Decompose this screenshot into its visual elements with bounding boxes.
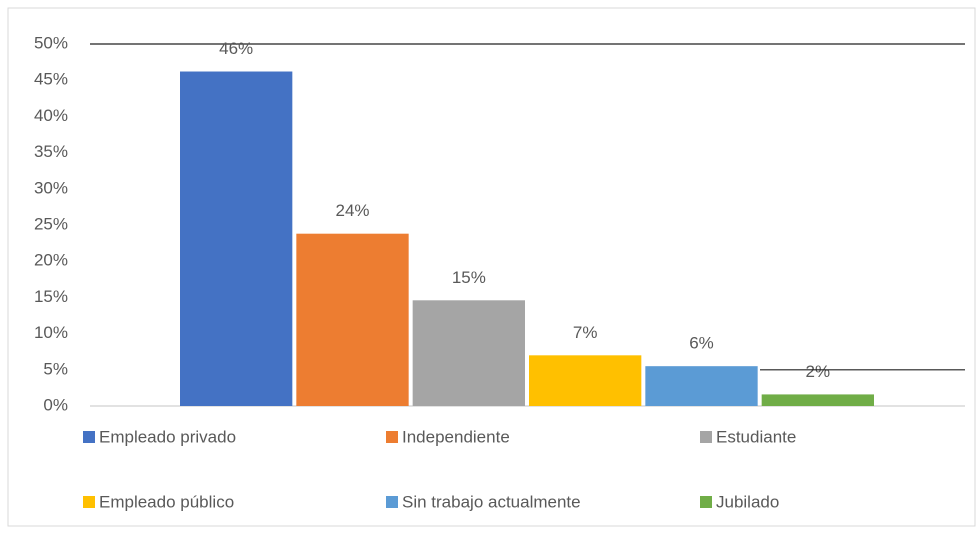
legend-label: Estudiante: [716, 427, 796, 446]
y-tick-label: 25%: [34, 214, 68, 233]
bar: [761, 394, 874, 406]
y-tick-label: 45%: [34, 70, 68, 89]
legend-swatch: [386, 431, 398, 443]
y-tick-label: 20%: [34, 251, 68, 270]
data-label: 24%: [335, 201, 369, 220]
legend-label: Sin trabajo actualmente: [402, 492, 581, 511]
bar: [296, 233, 409, 406]
legend-swatch: [83, 496, 95, 508]
legend-label: Jubilado: [716, 492, 779, 511]
legend-swatch: [386, 496, 398, 508]
legend-swatch: [83, 431, 95, 443]
bar: [645, 366, 758, 406]
bar: [180, 71, 293, 407]
y-tick-label: 15%: [34, 287, 68, 306]
chart-frame: [7, 7, 976, 527]
y-tick-label: 50%: [34, 33, 68, 52]
data-label: 2%: [806, 362, 831, 381]
y-tick-label: 10%: [34, 323, 68, 342]
legend-label: Empleado privado: [99, 427, 236, 446]
y-tick-label: 0%: [43, 395, 68, 414]
bar: [529, 355, 642, 406]
legend-label: Independiente: [402, 427, 510, 446]
y-tick-label: 5%: [43, 359, 68, 378]
y-tick-label: 40%: [34, 106, 68, 125]
legend-swatch: [700, 431, 712, 443]
legend-label: Empleado público: [99, 492, 234, 511]
data-label: 15%: [452, 268, 486, 287]
legend-swatch: [700, 496, 712, 508]
data-label: 7%: [573, 323, 598, 342]
data-label: 6%: [689, 334, 714, 353]
data-label: 46%: [219, 39, 253, 58]
bar: [412, 300, 525, 406]
y-tick-label: 30%: [34, 178, 68, 197]
y-tick-label: 35%: [34, 142, 68, 161]
